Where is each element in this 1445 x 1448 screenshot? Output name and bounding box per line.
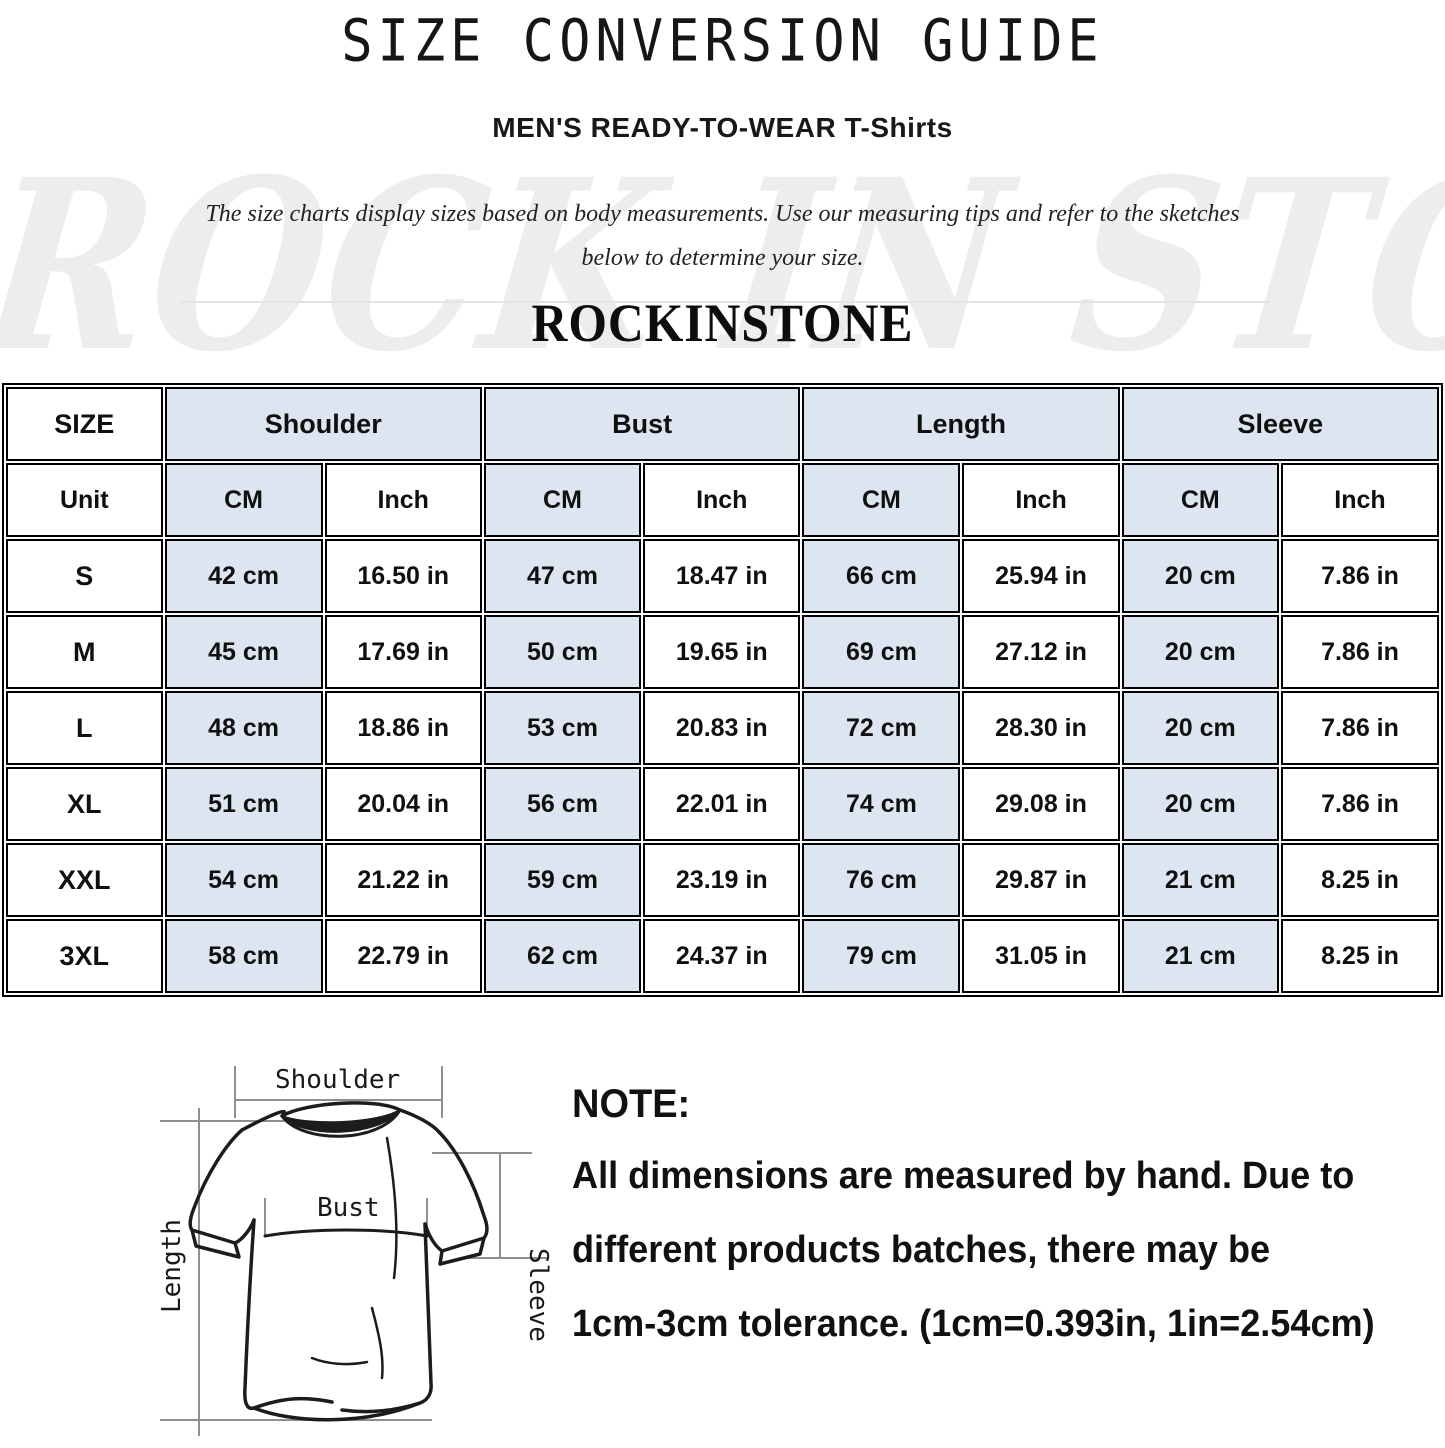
table-cell: 21 cm bbox=[1121, 919, 1279, 993]
table-cell: 45 cm bbox=[164, 615, 323, 689]
table-row: XXL 54 cm 21.22 in 59 cm 23.19 in 76 cm … bbox=[6, 843, 1439, 917]
table-cell: 47 cm bbox=[483, 539, 642, 613]
table-cell: 22.79 in bbox=[324, 919, 482, 993]
table-cell: 18.86 in bbox=[324, 691, 482, 765]
tshirt-sketch: Shoulder Bust Length Sleeve bbox=[157, 1065, 553, 1436]
size-conversion-table: SIZE Shoulder Bust Length Sleeve Unit CM… bbox=[2, 383, 1443, 997]
table-cell: 31.05 in bbox=[962, 919, 1120, 993]
table-unit-row: Unit CM Inch CM Inch CM Inch CM Inch bbox=[6, 463, 1439, 537]
table-cell: 20 cm bbox=[1121, 767, 1279, 841]
description-line-1: The size charts display sizes based on b… bbox=[205, 201, 1240, 227]
size-label: XL bbox=[6, 767, 163, 841]
unit-cm: CM bbox=[802, 463, 961, 537]
table-cell: 54 cm bbox=[164, 843, 323, 917]
table-cell: 66 cm bbox=[802, 539, 961, 613]
table-cell: 20 cm bbox=[1121, 691, 1279, 765]
table-cell: 20 cm bbox=[1121, 539, 1279, 613]
header-length: Length bbox=[802, 387, 1120, 461]
unit-inch: Inch bbox=[1280, 463, 1439, 537]
size-label: M bbox=[6, 615, 163, 689]
table-cell: 23.19 in bbox=[643, 843, 801, 917]
size-label: 3XL bbox=[6, 919, 163, 993]
unit-cm: CM bbox=[1121, 463, 1279, 537]
header-sleeve: Sleeve bbox=[1121, 387, 1439, 461]
unit-cm: CM bbox=[483, 463, 642, 537]
divider-line bbox=[180, 301, 1270, 303]
table-cell: 62 cm bbox=[483, 919, 642, 993]
table-cell: 29.08 in bbox=[962, 767, 1120, 841]
table-cell: 19.65 in bbox=[643, 615, 801, 689]
table-cell: 20.04 in bbox=[324, 767, 482, 841]
header-bust: Bust bbox=[483, 387, 801, 461]
table-header-row: SIZE Shoulder Bust Length Sleeve bbox=[6, 387, 1439, 461]
diagram-shoulder-label: Shoulder bbox=[275, 1065, 400, 1095]
brand-name: ROCKINSTONE bbox=[531, 293, 914, 353]
table-cell: 42 cm bbox=[164, 539, 323, 613]
note-section: NOTE: All dimensions are measured by han… bbox=[572, 1082, 1432, 1377]
table-cell: 79 cm bbox=[802, 919, 961, 993]
table-cell: 22.01 in bbox=[643, 767, 801, 841]
table-cell: 58 cm bbox=[164, 919, 323, 993]
size-label: L bbox=[6, 691, 163, 765]
table-row: S 42 cm 16.50 in 47 cm 18.47 in 66 cm 25… bbox=[6, 539, 1439, 613]
note-line-1: All dimensions are measured by hand. Due… bbox=[572, 1155, 1355, 1197]
table-cell: 7.86 in bbox=[1280, 539, 1439, 613]
table-cell: 17.69 in bbox=[324, 615, 482, 689]
table-cell: 69 cm bbox=[802, 615, 961, 689]
unit-inch: Inch bbox=[643, 463, 801, 537]
table-cell: 56 cm bbox=[483, 767, 642, 841]
size-label: XXL bbox=[6, 843, 163, 917]
table-cell: 28.30 in bbox=[962, 691, 1120, 765]
table-row: XL 51 cm 20.04 in 56 cm 22.01 in 74 cm 2… bbox=[6, 767, 1439, 841]
table-cell: 25.94 in bbox=[962, 539, 1120, 613]
table-cell: 76 cm bbox=[802, 843, 961, 917]
table-cell: 8.25 in bbox=[1280, 919, 1439, 993]
table-cell: 74 cm bbox=[802, 767, 961, 841]
table-row: 3XL 58 cm 22.79 in 62 cm 24.37 in 79 cm … bbox=[6, 919, 1439, 993]
table-cell: 51 cm bbox=[164, 767, 323, 841]
description-text: The size charts display sizes based on b… bbox=[0, 192, 1445, 280]
table-row: M 45 cm 17.69 in 50 cm 19.65 in 69 cm 27… bbox=[6, 615, 1439, 689]
table-cell: 7.86 in bbox=[1280, 615, 1439, 689]
table-cell: 7.86 in bbox=[1280, 691, 1439, 765]
table-cell: 20 cm bbox=[1121, 615, 1279, 689]
table-cell: 48 cm bbox=[164, 691, 323, 765]
table-cell: 27.12 in bbox=[962, 615, 1120, 689]
table-cell: 24.37 in bbox=[643, 919, 801, 993]
table-cell: 72 cm bbox=[802, 691, 961, 765]
diagram-bust-label: Bust bbox=[317, 1193, 380, 1223]
table-cell: 21 cm bbox=[1121, 843, 1279, 917]
table-cell: 53 cm bbox=[483, 691, 642, 765]
size-label: S bbox=[6, 539, 163, 613]
unit-cm: CM bbox=[164, 463, 323, 537]
description-line-2: below to determine your size. bbox=[581, 245, 864, 271]
table-cell: 16.50 in bbox=[324, 539, 482, 613]
table-cell: 29.87 in bbox=[962, 843, 1120, 917]
unit-inch: Inch bbox=[962, 463, 1120, 537]
header-size: SIZE bbox=[6, 387, 163, 461]
table-cell: 21.22 in bbox=[324, 843, 482, 917]
table-cell: 20.83 in bbox=[643, 691, 801, 765]
table-cell: 50 cm bbox=[483, 615, 642, 689]
note-line-2: different products batches, there may be bbox=[572, 1229, 1271, 1271]
table-cell: 7.86 in bbox=[1280, 767, 1439, 841]
unit-inch: Inch bbox=[324, 463, 482, 537]
note-line-3: 1cm-3cm tolerance. (1cm=0.393in, 1in=2.5… bbox=[572, 1303, 1375, 1345]
diagram-sleeve-label: Sleeve bbox=[523, 1248, 553, 1342]
table-row: L 48 cm 18.86 in 53 cm 20.83 in 72 cm 28… bbox=[6, 691, 1439, 765]
table-cell: 18.47 in bbox=[643, 539, 801, 613]
page-title: SIZE CONVERSION GUIDE bbox=[341, 8, 1104, 76]
tshirt-measurement-diagram: Shoulder Bust Length Sleeve bbox=[132, 1058, 562, 1443]
note-heading: NOTE: bbox=[572, 1082, 691, 1126]
table-cell: 8.25 in bbox=[1280, 843, 1439, 917]
table-cell: 59 cm bbox=[483, 843, 642, 917]
diagram-length-label: Length bbox=[157, 1219, 187, 1313]
header-shoulder: Shoulder bbox=[164, 387, 482, 461]
page-subtitle: MEN'S READY-TO-WEAR T-Shirts bbox=[492, 112, 953, 143]
unit-label: Unit bbox=[6, 463, 163, 537]
